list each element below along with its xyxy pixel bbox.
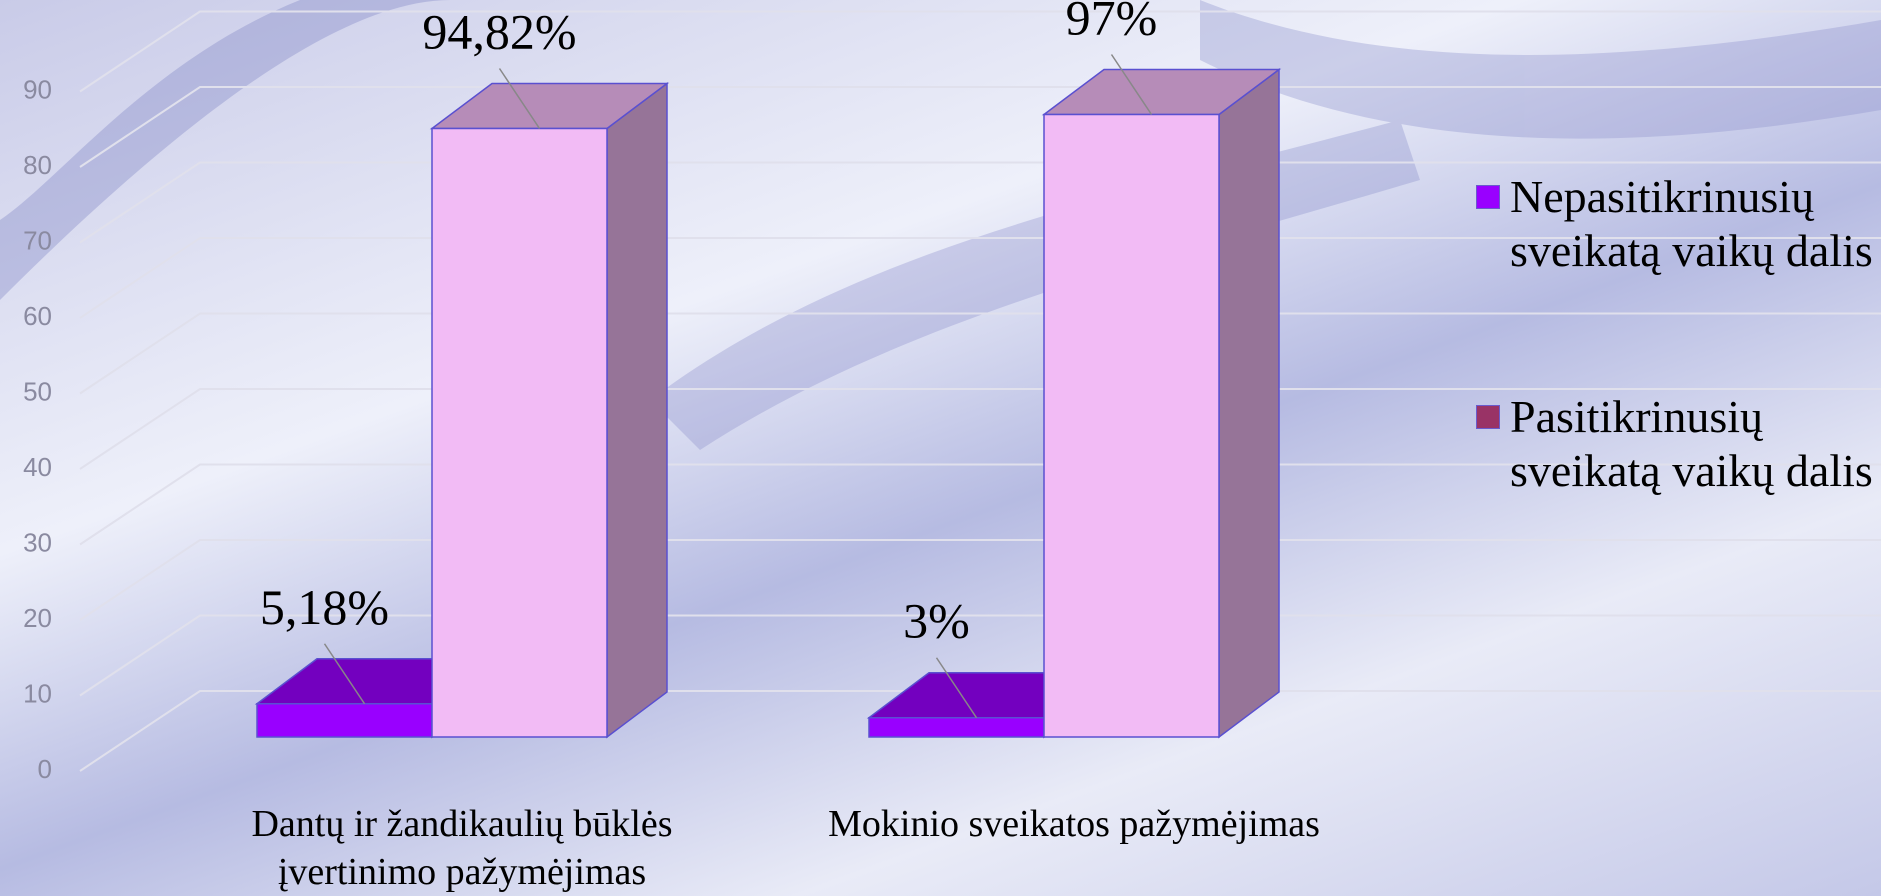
- bar: [1043, 113, 1220, 738]
- leader-line: [1110, 54, 1153, 115]
- grid-line: [79, 539, 1881, 621]
- bar: [256, 703, 433, 738]
- bar: [868, 716, 1045, 738]
- grid-line: [79, 237, 1881, 319]
- y-tick-label: 50: [23, 376, 52, 406]
- grid-line: [79, 463, 1881, 546]
- leader-line: [323, 643, 366, 705]
- data-label: 3%: [903, 593, 970, 649]
- y-tick-label: 80: [23, 150, 52, 180]
- y-tick-label: 30: [23, 527, 52, 557]
- legend-swatch: [1476, 185, 1500, 209]
- grid-line: [79, 690, 1881, 772]
- y-tick-label: 0: [38, 754, 52, 784]
- x-tick-label: Dantų ir žandikaulių būklės įvertinimo p…: [251, 803, 673, 893]
- grid-line: [79, 614, 1881, 697]
- legend-label: Nepasitikrinusių sveikatą vaikų dalis: [1510, 171, 1873, 276]
- bar: [431, 127, 608, 738]
- data-label: 94,82%: [422, 3, 576, 59]
- y-tick-label: 70: [23, 225, 52, 255]
- legend-label: Pasitikrinusių sveikatą vaikų dalis: [1510, 391, 1873, 496]
- grid-line: [79, 312, 1881, 395]
- legend-item: Nepasitikrinusių sveikatą vaikų dalis: [1476, 170, 1876, 278]
- grid-line: [79, 10, 1881, 93]
- leader-line: [498, 68, 541, 129]
- x-tick-label: Mokinio sveikatos pažymėjimas: [828, 803, 1320, 845]
- y-tick-label: 20: [23, 603, 52, 633]
- grid-line: [79, 388, 1881, 470]
- y-tick-label: 60: [23, 301, 52, 331]
- grid-line: [79, 86, 1881, 168]
- y-tick-label: 40: [23, 452, 52, 482]
- data-label: 97%: [1066, 0, 1158, 46]
- leader-line: [935, 657, 978, 719]
- legend-swatch: [1476, 405, 1500, 429]
- bar-side: [606, 81, 668, 739]
- y-tick-label: 10: [23, 678, 52, 708]
- data-label: 5,18%: [260, 579, 389, 635]
- legend-item: Pasitikrinusių sveikatą vaikų dalis: [1476, 390, 1876, 498]
- bar-side: [1218, 68, 1280, 739]
- y-tick-label: 90: [23, 74, 52, 104]
- grid-line: [79, 161, 1881, 244]
